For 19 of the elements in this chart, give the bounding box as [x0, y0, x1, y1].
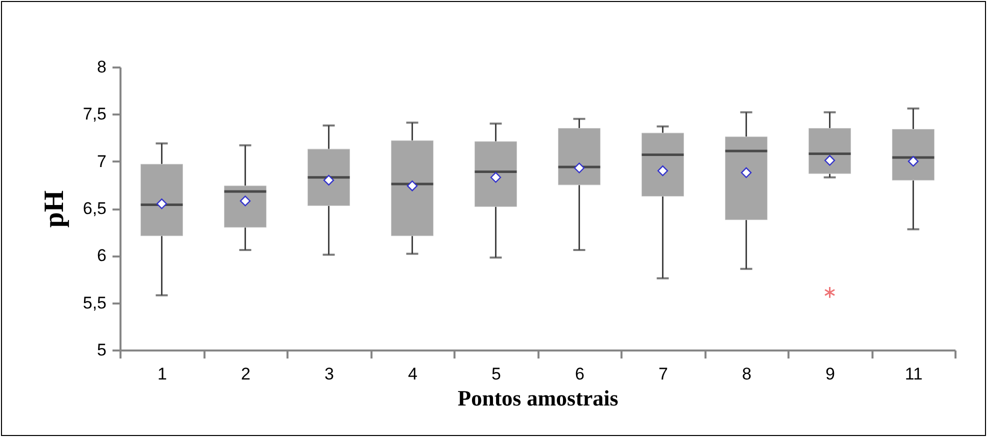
y-axis-title: pH — [38, 190, 70, 228]
x-tick-label: 5 — [492, 364, 501, 384]
y-tick-label: 8 — [97, 58, 106, 76]
x-tick-label: 8 — [742, 364, 752, 384]
x-tick-label: 2 — [241, 364, 250, 384]
x-tick-label: 7 — [658, 364, 668, 384]
x-tick-label: 6 — [575, 364, 584, 384]
x-tick-label: 3 — [324, 364, 334, 384]
x-tick-label: 9 — [826, 364, 835, 384]
x-tick-label: 1 — [158, 364, 167, 384]
y-tick-label: 5,5 — [82, 293, 106, 312]
x-tick-label: 4 — [408, 364, 418, 384]
y-tick-label: 7,5 — [82, 104, 106, 124]
x-tick-label: 11 — [904, 364, 923, 384]
y-tick-label: 6,5 — [82, 199, 106, 218]
y-tick-label: 7 — [97, 152, 106, 171]
y-tick-label: 6 — [97, 246, 106, 266]
x-axis-title: Pontos amostrais — [458, 386, 619, 410]
y-tick-label: 5 — [97, 340, 106, 360]
